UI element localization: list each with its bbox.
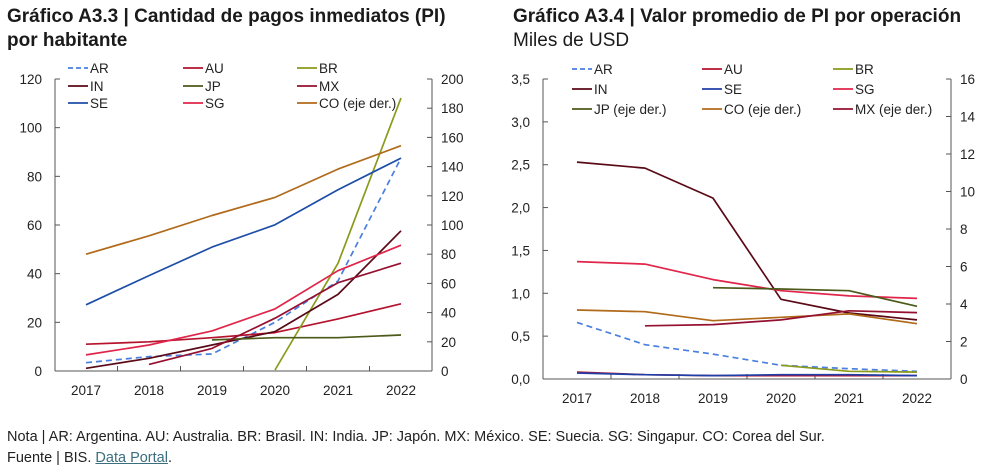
series-line-sg: [576, 260, 918, 300]
y-tick-label-left: 60: [27, 218, 42, 233]
x-tick-label: 2018: [134, 383, 164, 398]
legend-label: MX: [319, 79, 339, 94]
chart-1: 0 20 40 60 80 100 120 0 20 40 60 80 100 120 140 160 180 2…: [19, 61, 463, 398]
y-tick-label-right: 14: [960, 110, 976, 125]
data-portal-link[interactable]: Data Portal: [95, 450, 168, 466]
y-tick-label-left: 80: [27, 169, 42, 184]
y-tick-label-right: 200: [441, 72, 464, 87]
x-tick-label: 2017: [71, 383, 101, 398]
y-tick-label-right: 16: [960, 72, 975, 87]
y-tick-label-right: 4: [960, 297, 968, 312]
x-tick-label: 2022: [902, 391, 932, 406]
source-suffix: .: [167, 450, 172, 466]
y-tick-label-right: 12: [960, 147, 975, 162]
legend-label: BR: [319, 61, 338, 76]
y-tick-label-left: 100: [19, 121, 42, 136]
series-line-co: [576, 309, 918, 325]
legend-label: CO (eje der.): [724, 102, 801, 117]
x-tick-label: 2021: [834, 391, 864, 406]
legend-label: AR: [90, 61, 109, 76]
y-tick-label-right: 20: [441, 335, 456, 350]
y-tick-label-right: 40: [441, 306, 456, 321]
y-tick-label-right: 160: [441, 130, 464, 145]
legend-label: SG: [855, 82, 875, 97]
legend-label: SE: [724, 82, 742, 97]
y-tick-label-left: 0: [34, 364, 42, 379]
y-tick-label-right: 8: [960, 222, 968, 237]
series-line-jp: [712, 286, 918, 308]
source-prefix: Fuente | BIS.: [7, 450, 96, 466]
y-tick-label-right: 120: [441, 189, 464, 204]
series-line-co: [85, 144, 402, 256]
x-tick-label: 2021: [323, 383, 353, 398]
series-line-sg: [85, 244, 402, 356]
y-tick-label-left: 1,0: [511, 286, 530, 301]
chart-1-title-line2: por habitante: [7, 30, 128, 51]
charts-canvas: 0204060801001200204060801001201401601802…: [19, 61, 975, 406]
x-tick-label: 2017: [562, 391, 592, 406]
y-tick-label-left: 2,0: [511, 201, 530, 216]
x-tick-label: 2019: [197, 383, 227, 398]
chart-2-title: Gráfico A3.4 | Valor promedio de PI por …: [513, 6, 962, 27]
y-tick-label-left: 3,5: [511, 72, 530, 87]
x-tick-label: 2018: [630, 391, 660, 406]
legend-label: MX (eje der.): [855, 102, 932, 117]
footnote-note: Nota | AR: Argentina. AU: Australia. BR:…: [7, 429, 825, 445]
series-line-se: [85, 157, 402, 306]
legend-label: AU: [724, 62, 743, 77]
y-tick-label-left: 0,5: [511, 329, 530, 344]
y-tick-label-right: 60: [441, 276, 456, 291]
y-tick-label-left: 1,5: [511, 243, 530, 258]
x-tick-label: 2020: [260, 383, 290, 398]
footnote-source: Fuente | BIS. Data Portal.: [7, 450, 172, 466]
legend-label: JP (eje der.): [594, 102, 667, 117]
legend-label: SE: [90, 96, 108, 111]
series-line-ar: [85, 157, 402, 364]
x-tick-label: 2022: [386, 383, 416, 398]
series-line-ar: [576, 321, 918, 373]
series-line-mx: [148, 262, 402, 366]
legend-label: BR: [855, 62, 874, 77]
chart-2: 0,0 0,5 1,0 1,5 2,0 2,5 3,0 3,5 0 2 4 6 8 10 12 14 16 201…: [511, 62, 975, 406]
legend-label: AR: [594, 62, 613, 77]
y-tick-label-right: 140: [441, 160, 464, 175]
y-tick-label-left: 120: [19, 72, 42, 87]
chart-1-title-line1: Gráfico A3.3 | Cantidad de pagos inmedia…: [7, 6, 446, 27]
y-tick-label-left: 2,5: [511, 158, 530, 173]
y-tick-label-right: 6: [960, 260, 968, 275]
series-line-au: [85, 302, 402, 346]
y-tick-label-left: 3,0: [511, 115, 530, 130]
y-tick-label-left: 20: [27, 315, 42, 330]
y-tick-label-right: 180: [441, 101, 464, 116]
y-tick-label-right: 2: [960, 335, 968, 350]
x-tick-label: 2019: [698, 391, 728, 406]
legend-label: CO (eje der.): [319, 96, 396, 111]
y-tick-label-right: 10: [960, 185, 975, 200]
y-tick-label-right: 100: [441, 218, 464, 233]
legend-label: SG: [205, 96, 225, 111]
y-tick-label-left: 0,0: [511, 372, 530, 387]
series-line-jp: [211, 334, 402, 341]
series-line-in: [576, 161, 918, 321]
x-tick-label: 2020: [766, 391, 796, 406]
chart-2-subtitle: Miles de USD: [513, 30, 630, 51]
legend-label: IN: [90, 79, 104, 94]
series-line-se: [576, 372, 918, 377]
legend-label: JP: [205, 79, 221, 94]
legend-label: IN: [594, 82, 608, 97]
y-tick-label-right: 80: [441, 247, 456, 262]
y-tick-label-right: 0: [960, 372, 968, 387]
y-tick-label-left: 40: [27, 267, 42, 282]
y-tick-label-right: 0: [441, 364, 449, 379]
legend-label: AU: [205, 61, 224, 76]
